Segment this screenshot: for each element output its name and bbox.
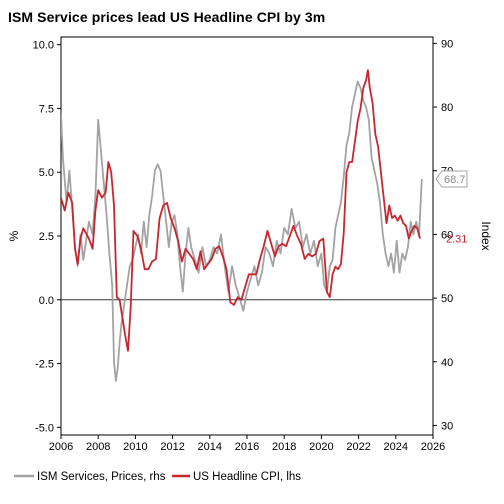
x-tick-label: 2008 <box>86 441 110 453</box>
x-tick-label: 2022 <box>346 441 370 453</box>
y-right-tick-label: 30 <box>441 420 453 432</box>
y-left-tick-label: -2.5 <box>35 359 54 371</box>
legend-label-ism: ISM Services, Prices, rhs <box>37 471 166 483</box>
y-right-tick-label: 90 <box>441 38 453 50</box>
y-axis-left-label: % <box>7 230 21 241</box>
y-left-tick-label: 2.5 <box>39 231 54 243</box>
chart-title: ISM Service prices lead US Headline CPI … <box>8 9 326 25</box>
last-value-cpi-label: 2.31 <box>446 234 467 246</box>
x-tick-label: 2012 <box>160 441 184 453</box>
series-us-headline-cpi-line <box>61 69 421 352</box>
y-left-tick-label: 5.0 <box>39 167 54 179</box>
legend-label-cpi: US Headline CPI, lhs <box>193 471 301 483</box>
y-right-tick-label: 40 <box>441 357 453 369</box>
last-value-ism-box <box>435 170 468 188</box>
x-tick-label: 2024 <box>384 441 408 453</box>
legend: ISM Services, Prices, rhs US Headline CP… <box>14 471 301 483</box>
x-tick-label: 2020 <box>309 441 333 453</box>
last-value-ism-label: 68.7 <box>444 174 465 186</box>
y-left-tick-label: 0.0 <box>39 295 54 307</box>
y-left-tick-label: 7.5 <box>39 103 54 115</box>
x-tick-label: 2006 <box>49 441 73 453</box>
x-tick-label: 2026 <box>421 441 445 453</box>
x-tick-label: 2018 <box>272 441 296 453</box>
y-left-tick-label: -5.0 <box>35 422 54 434</box>
last-value-ism: 68.7 <box>435 170 468 188</box>
y-left-tick-label: 10.0 <box>33 40 54 52</box>
x-tick-label: 2014 <box>198 441 222 453</box>
y-axis-right-label: Index <box>479 221 493 250</box>
y-right-tick-label: 80 <box>441 102 453 114</box>
series-ism-services-line <box>61 80 423 382</box>
x-tick-label: 2010 <box>123 441 147 453</box>
y-right-tick-label: 50 <box>441 293 453 305</box>
last-value-callouts: 68.7 2.31 <box>435 170 468 246</box>
x-tick-label: 2016 <box>235 441 259 453</box>
y-right-tick-label: 60 <box>441 229 453 241</box>
y-axis-left: 10.0 7.5 5.0 2.5 0.0 -2.5 -5.0 <box>33 40 61 434</box>
plot-area <box>60 36 434 436</box>
x-axis: 2006 2008 2010 2012 2014 2016 2018 2020 2022 2024… <box>49 435 445 453</box>
